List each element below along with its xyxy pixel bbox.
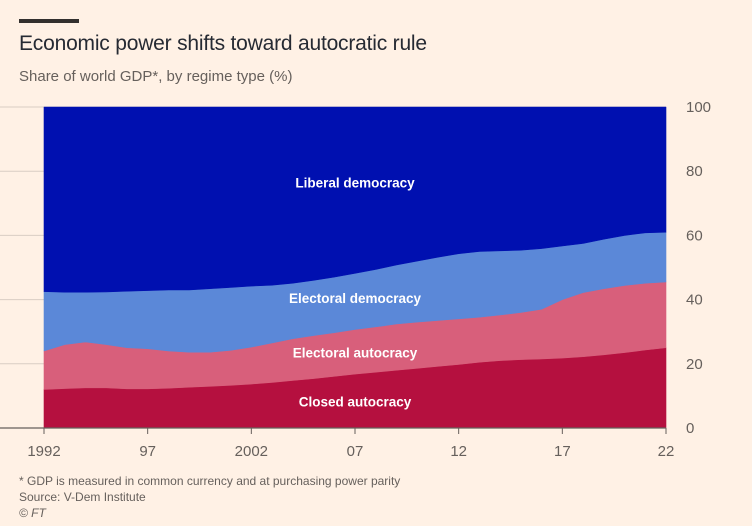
x-tick-label-1992: 1992 (27, 443, 60, 460)
series-label-liberal-democracy: Liberal democracy (295, 176, 415, 191)
y-tick-label-20: 20 (686, 356, 703, 373)
copyright: © FT (19, 506, 46, 520)
y-tick-label-0: 0 (686, 420, 694, 437)
stacked-area-chart: 1992 97 2002 07 12 17 22 0 20 40 60 80 100 Liberal de… (0, 99, 711, 460)
series-label-electoral-democracy: Electoral democracy (289, 291, 422, 306)
chart-title: Economic power shifts toward autocratic … (19, 32, 427, 55)
x-tick-label-2012: 12 (450, 443, 467, 460)
x-tick-label-2017: 17 (554, 443, 571, 460)
series-label-electoral-autocracy: Electoral autocracy (293, 346, 418, 361)
y-tick-label-40: 40 (686, 292, 703, 309)
series-label-closed-autocracy: Closed autocracy (299, 395, 412, 410)
brand-bar (19, 19, 79, 23)
y-tick-label-80: 80 (686, 163, 703, 180)
x-tick-label-2007: 07 (347, 443, 364, 460)
y-tick-label-100: 100 (686, 99, 711, 116)
chart-subtitle: Share of world GDP*, by regime type (%) (19, 68, 293, 85)
x-tick-label-1997: 97 (139, 443, 156, 460)
x-tick-label-2022: 22 (658, 443, 675, 460)
footnote: * GDP is measured in common currency and… (19, 474, 401, 488)
y-tick-label-60: 60 (686, 227, 703, 244)
source-note: Source: V-Dem Institute (19, 490, 146, 504)
x-tick-label-2002: 2002 (235, 443, 268, 460)
area-liberal-democracy (43, 106, 667, 293)
